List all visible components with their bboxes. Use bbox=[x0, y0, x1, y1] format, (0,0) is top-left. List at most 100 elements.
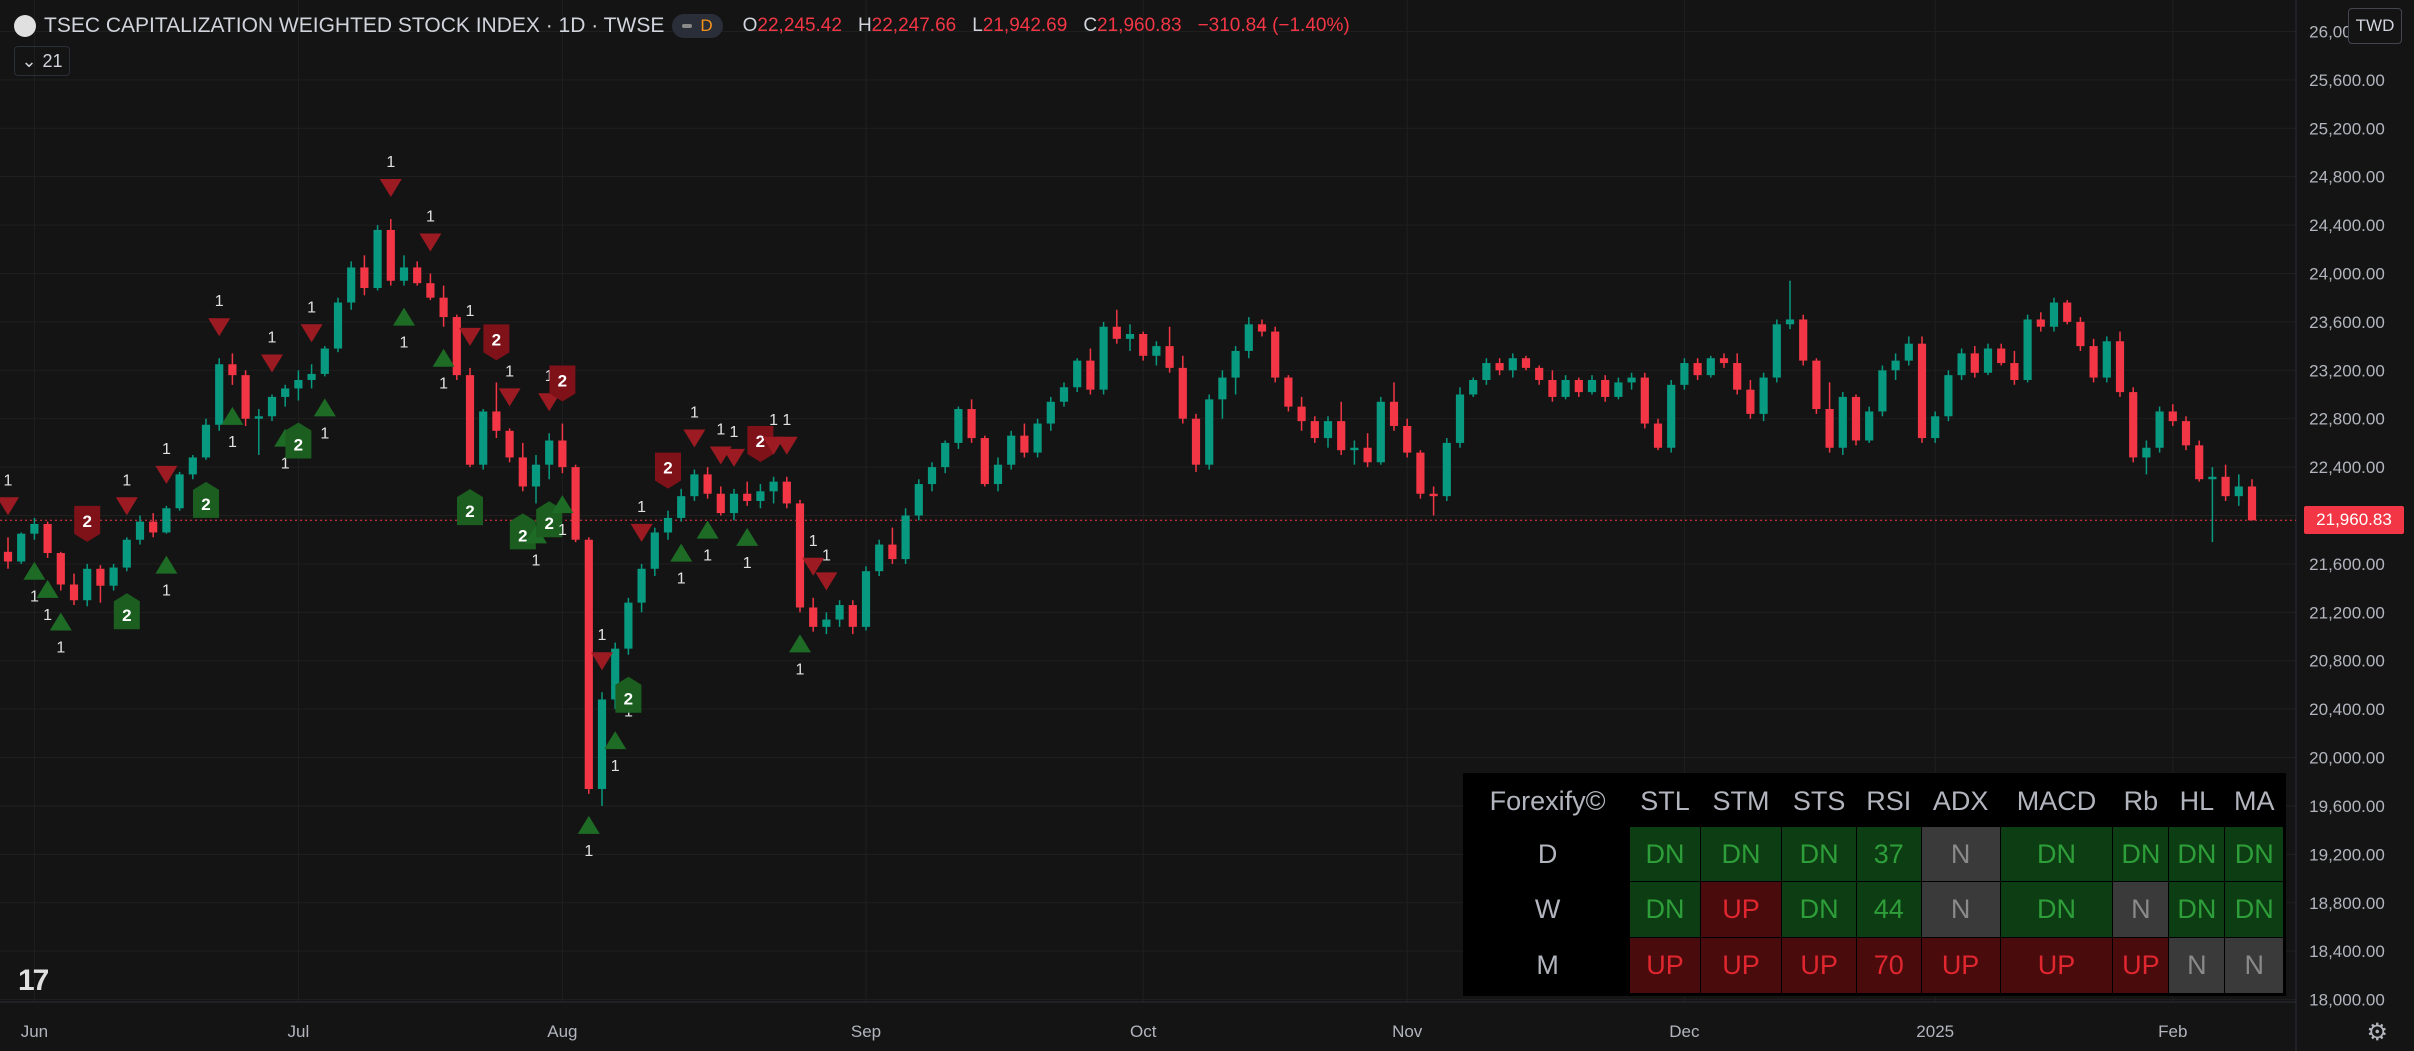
candle bbox=[1205, 399, 1214, 465]
sell-signal: 1 bbox=[459, 303, 481, 346]
candle bbox=[1350, 447, 1359, 451]
forexify-signal-table: Forexify© STL STM STS RSI ADX MACD Rb HL… bbox=[1463, 773, 2286, 996]
candle bbox=[2181, 421, 2191, 446]
buy-signal: 1 bbox=[49, 612, 72, 657]
currency-button[interactable]: TWD bbox=[2348, 8, 2402, 44]
symbol-logo-icon bbox=[14, 15, 36, 37]
candle bbox=[1799, 319, 1808, 361]
signal-count: 2 bbox=[201, 495, 210, 514]
candle bbox=[83, 568, 92, 601]
buy-signal: 1 bbox=[789, 634, 811, 678]
candle bbox=[1363, 447, 1372, 463]
signal-cell: UP bbox=[1781, 936, 1858, 996]
signal-count: 1 bbox=[598, 627, 607, 644]
candle bbox=[96, 568, 105, 586]
candle bbox=[267, 396, 277, 417]
y-tick-label: 18,000.00 bbox=[2309, 991, 2385, 1010]
candle bbox=[650, 532, 659, 569]
candle bbox=[2049, 302, 2059, 327]
signal-cell: 44 bbox=[1856, 881, 1922, 938]
sell-signal: 1 bbox=[261, 330, 283, 373]
candle bbox=[360, 267, 369, 289]
candle bbox=[2010, 363, 2019, 380]
candle bbox=[69, 584, 79, 601]
candle bbox=[30, 523, 39, 534]
y-tick-label: 23,600.00 bbox=[2309, 313, 2385, 332]
candle bbox=[1548, 379, 1557, 397]
candle bbox=[1640, 377, 1649, 424]
candle bbox=[1693, 363, 1702, 376]
indicators-collapse-button[interactable]: ⌄ 21 bbox=[14, 46, 70, 76]
y-tick-label: 23,200.00 bbox=[2309, 361, 2385, 380]
column-header: STM bbox=[1699, 774, 1783, 827]
chart-header: TSEC CAPITALIZATION WEIGHTED STOCK INDEX… bbox=[14, 11, 1350, 41]
signal-count: 1 bbox=[796, 661, 805, 678]
buy-signal: 2 bbox=[509, 513, 536, 550]
signal-count: 1 bbox=[505, 363, 514, 380]
candle bbox=[386, 229, 395, 281]
candle bbox=[2155, 411, 2164, 448]
up-arrow-icon bbox=[221, 406, 244, 425]
signal-cell: N bbox=[2168, 936, 2226, 996]
candle bbox=[2102, 341, 2111, 378]
down-arrow-icon bbox=[498, 388, 521, 407]
column-header: MACD bbox=[1999, 774, 2114, 827]
column-header: HL bbox=[2168, 774, 2226, 827]
candle bbox=[2234, 486, 2243, 497]
candle bbox=[2089, 346, 2098, 378]
down-arrow-icon bbox=[775, 436, 798, 455]
signal-cell: DN bbox=[2224, 881, 2285, 938]
candle bbox=[624, 602, 633, 649]
candle bbox=[993, 464, 1003, 485]
candle bbox=[1033, 423, 1042, 453]
candle bbox=[888, 544, 897, 560]
signal-count: 1 bbox=[769, 412, 778, 429]
symbol-title[interactable]: TSEC CAPITALIZATION WEIGHTED STOCK INDEX… bbox=[44, 14, 665, 37]
signal-cell: UP bbox=[1920, 936, 2001, 996]
signal-flag bbox=[457, 489, 483, 526]
signal-cell: UP bbox=[1699, 936, 1783, 996]
sell-signal: 2 bbox=[483, 324, 510, 361]
signal-count: 1 bbox=[743, 555, 752, 572]
gear-icon[interactable]: ⚙ bbox=[2366, 1019, 2388, 1046]
candle bbox=[1587, 379, 1597, 393]
candle bbox=[1944, 375, 1953, 417]
candle bbox=[2129, 392, 2138, 458]
signal-cell: 70 bbox=[1856, 936, 1922, 996]
x-tick-label: Oct bbox=[1130, 1022, 1157, 1041]
y-tick-label: 24,800.00 bbox=[2309, 168, 2385, 187]
candle bbox=[822, 619, 831, 627]
down-arrow-icon bbox=[683, 429, 706, 448]
candle bbox=[3, 551, 13, 562]
up-arrow-icon bbox=[393, 307, 415, 326]
down-arrow-icon bbox=[208, 318, 231, 337]
up-arrow-icon bbox=[696, 520, 719, 539]
x-tick-label: Feb bbox=[2158, 1022, 2187, 1041]
y-tick-label: 22,400.00 bbox=[2309, 458, 2385, 477]
interval-badge[interactable]: D bbox=[672, 14, 723, 38]
signal-count: 1 bbox=[162, 441, 171, 458]
candle bbox=[941, 442, 950, 468]
down-arrow-icon bbox=[155, 465, 178, 484]
signal-count: 2 bbox=[82, 512, 91, 531]
signal-count: 1 bbox=[281, 456, 290, 473]
signal-count: 1 bbox=[307, 299, 316, 316]
up-arrow-icon bbox=[432, 348, 455, 367]
up-arrow-icon bbox=[36, 579, 59, 598]
signal-cell: UP bbox=[1699, 881, 1783, 938]
signal-cell: 37 bbox=[1856, 825, 1922, 883]
buy-signal: 1 bbox=[696, 520, 719, 565]
tradingview-logo-icon[interactable]: 17 bbox=[18, 964, 49, 997]
down-arrow-icon bbox=[802, 557, 825, 576]
candle bbox=[1904, 343, 1913, 361]
buy-signal: 1 bbox=[525, 525, 547, 569]
x-tick-label: Jul bbox=[288, 1022, 310, 1041]
signal-count: 1 bbox=[320, 425, 329, 442]
signal-cell: DN bbox=[1999, 881, 2114, 938]
candle bbox=[980, 438, 989, 485]
buy-signal: 2 bbox=[193, 481, 219, 518]
candle bbox=[1337, 421, 1346, 451]
candle bbox=[1627, 377, 1636, 383]
candle bbox=[1231, 350, 1240, 378]
